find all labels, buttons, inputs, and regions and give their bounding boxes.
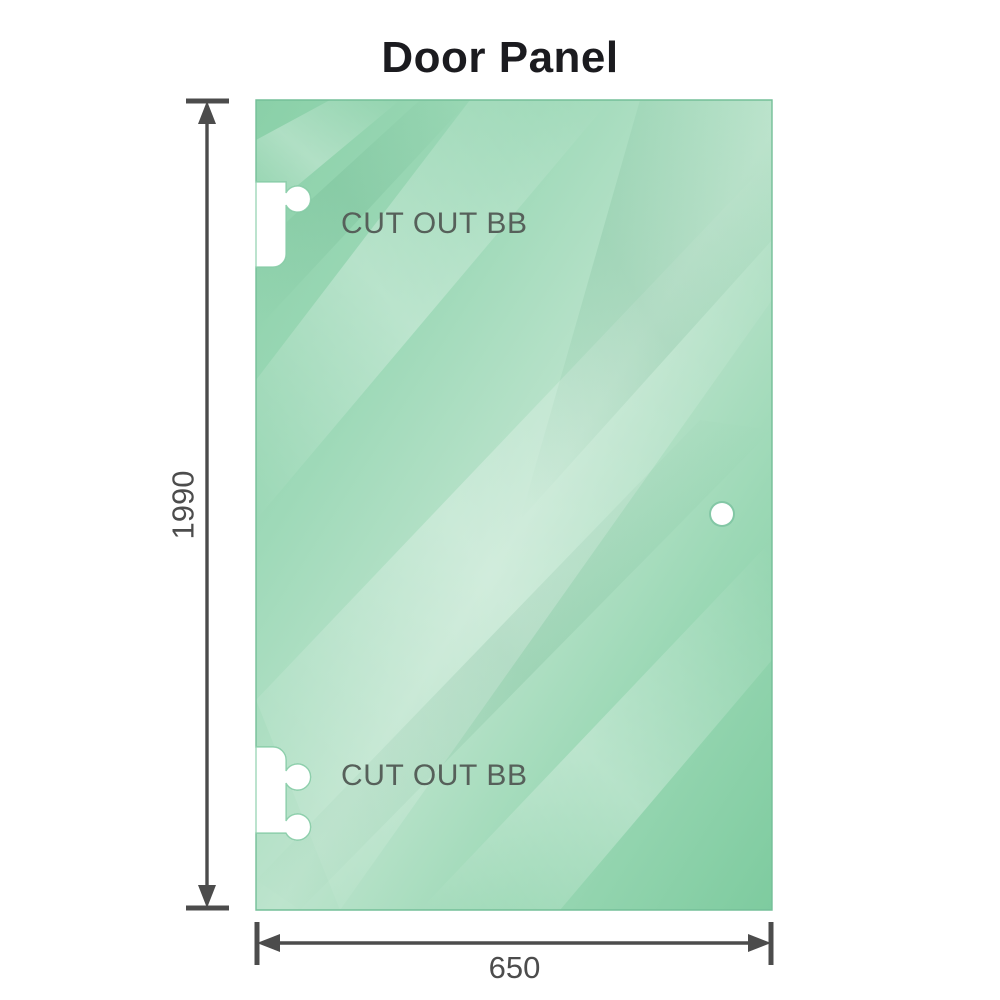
cut-out-top-label: CUT OUT BB: [341, 207, 528, 240]
glass-reflections: [256, 100, 772, 910]
cut-out-bottom: [255, 746, 312, 841]
dimension-width-label: 650: [488, 950, 541, 985]
dimension-height-label: 1990: [165, 470, 201, 540]
glass-panel: [255, 99, 773, 911]
handle-hole: [709, 501, 735, 527]
page-title: Door Panel: [381, 33, 619, 82]
dimension-vertical: [186, 98, 229, 911]
cut-out-top: [255, 181, 312, 268]
dimension-horizontal: [254, 922, 774, 965]
dim-v-arrow-up: [198, 101, 216, 124]
cut-out-bottom-label: CUT OUT BB: [341, 759, 528, 792]
dim-v-arrow-down: [198, 885, 216, 908]
dim-h-arrow-left: [257, 934, 280, 952]
dim-h-arrow-right: [748, 934, 771, 952]
